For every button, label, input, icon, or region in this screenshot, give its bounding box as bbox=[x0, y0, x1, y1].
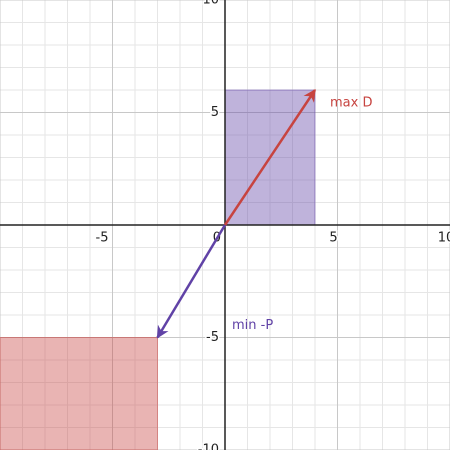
y-tick-label: -5 bbox=[206, 330, 219, 345]
y-tick-label: 10 bbox=[202, 0, 219, 8]
vector-label: max D bbox=[330, 96, 372, 111]
vector-label: min -P bbox=[232, 318, 273, 333]
vector bbox=[156, 224, 227, 339]
y-tick-label: 5 bbox=[211, 105, 219, 120]
y-tick-label: -10 bbox=[198, 443, 219, 450]
x-tick-label: 10 bbox=[438, 231, 450, 246]
vector bbox=[223, 88, 317, 226]
x-tick-label: -5 bbox=[96, 231, 109, 246]
shaded-region bbox=[0, 337, 158, 450]
x-tick-label: 5 bbox=[329, 231, 337, 246]
